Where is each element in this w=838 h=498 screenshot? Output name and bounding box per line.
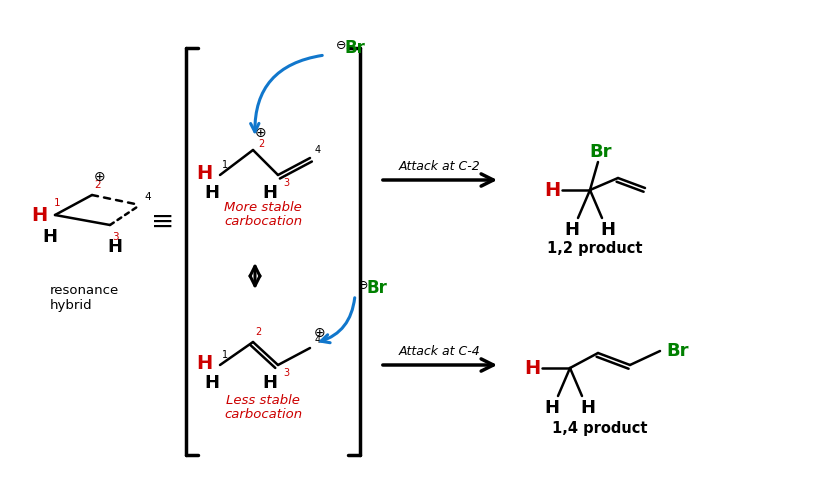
Text: Attack at C-2: Attack at C-2 [399, 159, 481, 172]
Text: More stable: More stable [224, 201, 302, 214]
Text: Br: Br [366, 279, 387, 297]
Text: 1,4 product: 1,4 product [552, 420, 648, 435]
Text: H: H [601, 221, 615, 239]
Text: H: H [43, 228, 58, 246]
Text: 3: 3 [283, 178, 289, 188]
Text: 1: 1 [222, 350, 228, 360]
Text: ⊕: ⊕ [94, 170, 106, 184]
Text: 4: 4 [145, 192, 152, 202]
Text: 1: 1 [222, 160, 228, 170]
Text: H: H [524, 359, 541, 377]
Text: carbocation: carbocation [224, 407, 302, 420]
Text: ⊕: ⊕ [314, 326, 326, 340]
Text: 2: 2 [95, 180, 101, 190]
Text: 4: 4 [315, 335, 321, 345]
Text: 1: 1 [54, 198, 60, 208]
Text: H: H [581, 399, 596, 417]
Text: H: H [31, 206, 47, 225]
Text: H: H [545, 399, 560, 417]
Text: 3: 3 [283, 368, 289, 378]
Text: H: H [107, 238, 122, 256]
Text: Attack at C-4: Attack at C-4 [399, 345, 481, 358]
Text: hybrid: hybrid [50, 298, 93, 312]
Text: H: H [196, 163, 212, 182]
Text: resonance: resonance [50, 283, 119, 296]
Text: 1,2 product: 1,2 product [547, 241, 643, 255]
Text: ⊕: ⊕ [256, 126, 266, 140]
Text: 3: 3 [111, 232, 118, 242]
Text: H: H [196, 354, 212, 373]
Text: Br: Br [590, 143, 613, 161]
Text: 2: 2 [255, 327, 261, 337]
Text: 2: 2 [258, 139, 264, 149]
Text: Less stable: Less stable [226, 393, 300, 406]
Text: ⊖: ⊖ [358, 278, 369, 291]
Text: 4: 4 [315, 145, 321, 155]
Text: carbocation: carbocation [224, 215, 302, 228]
Text: Br: Br [667, 342, 689, 360]
Text: H: H [544, 180, 560, 200]
Text: H: H [262, 374, 277, 392]
Text: ⊖: ⊖ [336, 38, 346, 51]
Text: H: H [565, 221, 580, 239]
Text: H: H [204, 184, 220, 202]
Text: H: H [262, 184, 277, 202]
Text: Br: Br [344, 39, 365, 57]
Text: ≡: ≡ [152, 208, 174, 236]
Text: H: H [204, 374, 220, 392]
